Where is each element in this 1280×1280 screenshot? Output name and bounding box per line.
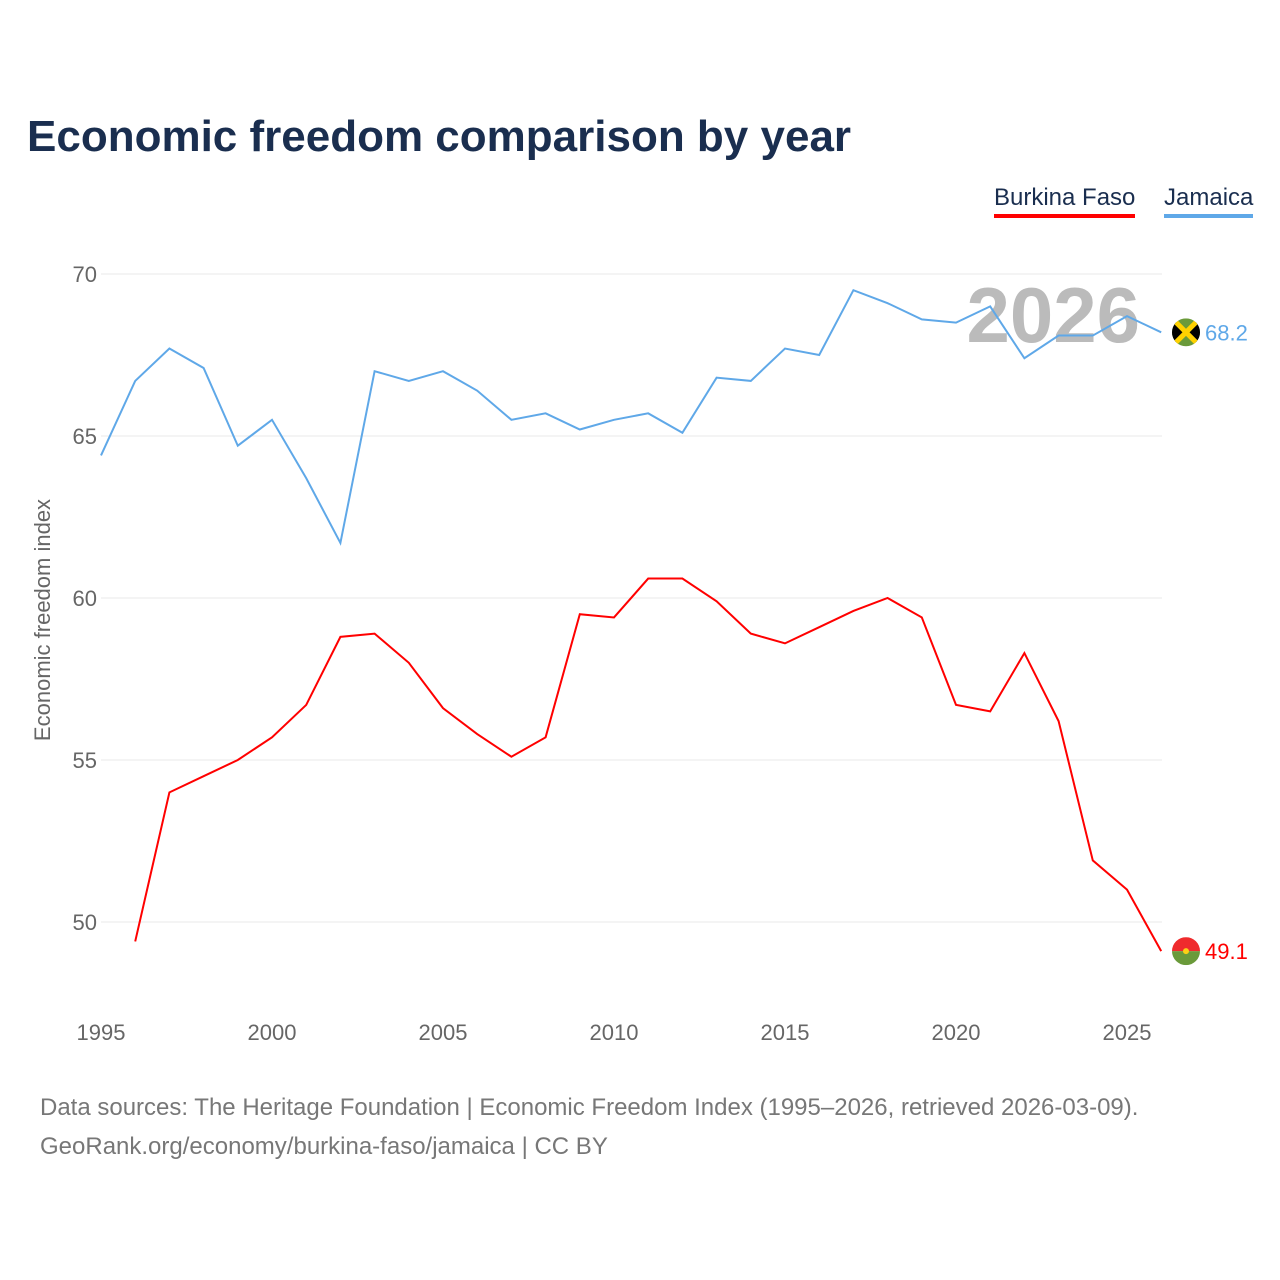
- flag-body: [1172, 318, 1200, 347]
- x-tick-label: 2010: [590, 1020, 639, 1045]
- jamaica-flag-icon: [1172, 318, 1200, 347]
- x-tick-label: 1995: [77, 1020, 126, 1045]
- end-value-label: 49.1: [1205, 939, 1248, 964]
- flag-saltire: [1172, 318, 1200, 347]
- legend-jamaica[interactable]: Jamaica: [1164, 184, 1254, 218]
- flag-body: [1172, 937, 1200, 966]
- x-tick-label: 2025: [1103, 1020, 1152, 1045]
- y-tick-label: 65: [73, 424, 97, 449]
- series-line-burkina-faso: [134, 577, 1163, 952]
- x-tick-label: 2020: [932, 1020, 981, 1045]
- legend-burkina-faso[interactable]: Burkina Faso: [994, 184, 1136, 218]
- footer: Data sources: The Heritage Foundation | …: [40, 1088, 1138, 1166]
- flag-star: [1183, 948, 1189, 955]
- y-tick-label: 60: [73, 586, 97, 611]
- x-tick-label: 2005: [419, 1020, 468, 1045]
- year-watermark: 2026: [966, 271, 1140, 359]
- y-axis-label: Economic freedom index: [30, 499, 55, 741]
- end-value-label: 68.2: [1205, 320, 1248, 345]
- series-line-jamaica: [100, 288, 1162, 546]
- source-note: Data sources: The Heritage Foundation | …: [40, 1094, 1139, 1121]
- x-tick-label: 2000: [248, 1020, 297, 1045]
- y-tick-label: 50: [73, 910, 97, 935]
- flag-red: [1172, 937, 1200, 952]
- source-link[interactable]: GeoRank.org/economy/burkina-faso/jamaica…: [40, 1133, 608, 1160]
- burkina-faso-flag-icon: [1172, 937, 1200, 966]
- flag-green: [1172, 951, 1200, 966]
- chart-title: Economic freedom comparison by year: [27, 112, 852, 161]
- x-tick-label: 2015: [761, 1020, 810, 1045]
- y-tick-label: 70: [73, 262, 97, 287]
- y-tick-label: 55: [73, 748, 97, 773]
